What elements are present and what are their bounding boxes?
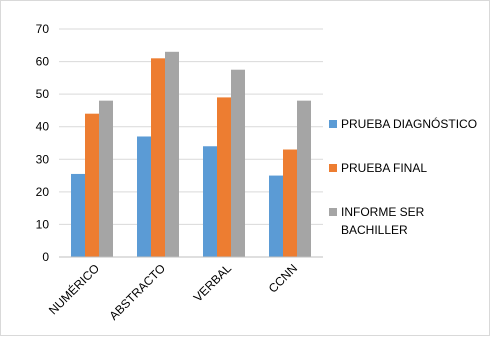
y-tick-label: 10 (36, 217, 50, 231)
legend-swatch-prueba-final (329, 164, 337, 172)
x-tick-label-abstracto: ABSTRACTO (107, 261, 169, 323)
bar-informe-ser-bachiller-abstracto (165, 51, 179, 257)
legend-label-informe-ser-bachiller: INFORME SER BACHILLER (341, 205, 425, 237)
bar-prueba-final-ccnn (283, 149, 297, 257)
y-tick-label: 50 (36, 87, 50, 101)
y-tick-label: 20 (36, 185, 50, 199)
x-tick-label-ccnn: CCNN (266, 261, 300, 295)
x-tick-label-verbal: VERBAL (191, 261, 235, 305)
y-tick-label: 30 (36, 152, 50, 166)
y-tick-label: 40 (36, 120, 50, 134)
bar-prueba-diagnostico-ccnn (269, 175, 283, 257)
legend-swatch-prueba-diagnostico (329, 120, 337, 128)
y-tick-label: 60 (36, 55, 50, 69)
bar-informe-ser-bachiller-verbal (231, 69, 245, 257)
x-tick-labels: NUMÉRICO ABSTRACTO VERBAL CCNN (45, 261, 300, 323)
bars (71, 51, 311, 258)
legend-swatch-informe-ser-bachiller (329, 208, 337, 216)
legend-label-prueba-diagnostico: PRUEBA DIAGNÓSTICO (341, 116, 477, 131)
legend: PRUEBA DIAGNÓSTICO PRUEBA FINAL INFORME SE… (329, 116, 477, 237)
y-tick-labels: 0 10 20 30 40 50 60 70 (36, 22, 50, 264)
bar-informe-ser-bachiller-numerico (99, 100, 113, 258)
x-tick-label-numerico: NUMÉRICO (45, 261, 102, 318)
bar-prueba-diagnostico-verbal (203, 146, 217, 257)
bar-prueba-diagnostico-abstracto (137, 136, 151, 257)
y-tick-label: 70 (36, 22, 50, 36)
legend-label-prueba-final: PRUEBA FINAL (341, 161, 427, 175)
bar-prueba-final-numerico (85, 113, 99, 257)
bar-prueba-diagnostico-numerico (71, 173, 85, 257)
bar-prueba-final-verbal (217, 97, 231, 258)
y-tick-label: 0 (42, 250, 49, 264)
bar-informe-ser-bachiller-ccnn (297, 100, 311, 258)
bar-prueba-final-abstracto (151, 58, 165, 257)
